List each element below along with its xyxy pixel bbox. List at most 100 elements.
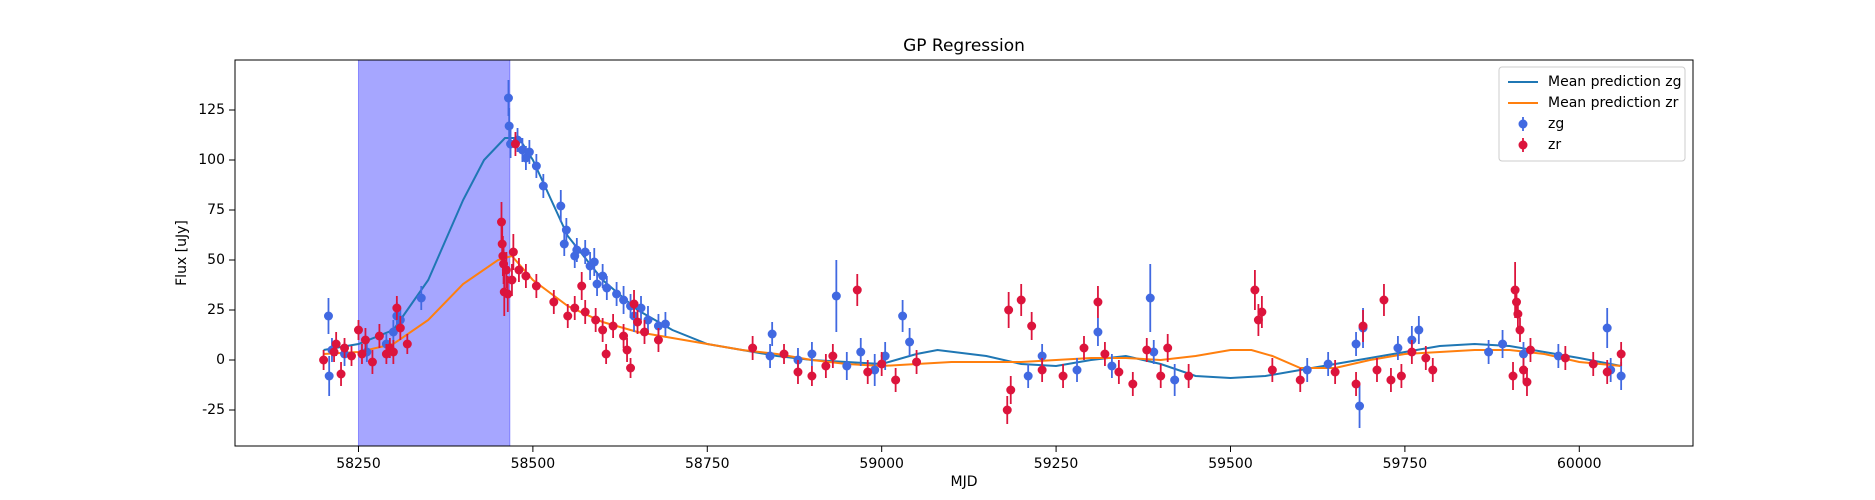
- data-point: [633, 317, 643, 327]
- data-point: [748, 343, 758, 353]
- data-point: [1253, 315, 1263, 325]
- data-point: [870, 365, 880, 375]
- data-point: [1128, 379, 1138, 389]
- y-tick-label: 125: [198, 102, 225, 118]
- data-point: [1257, 307, 1267, 317]
- data-point: [842, 361, 852, 371]
- data-point: [1512, 297, 1522, 307]
- data-point: [1100, 349, 1110, 359]
- data-point: [863, 367, 873, 377]
- y-tick-label: -25: [202, 402, 225, 418]
- legend-marker: [1518, 119, 1528, 129]
- data-point: [828, 351, 838, 361]
- data-point: [1498, 339, 1508, 349]
- data-point: [807, 349, 817, 359]
- data-point: [1156, 371, 1166, 381]
- data-point: [1515, 325, 1525, 335]
- data-point: [1518, 365, 1528, 375]
- data-point: [626, 363, 636, 373]
- data-point: [360, 335, 370, 345]
- data-point: [1302, 365, 1312, 375]
- y-tick-label: 25: [207, 302, 225, 318]
- data-point: [353, 325, 363, 335]
- legend-label: zr: [1548, 137, 1561, 153]
- chart-title: GP Regression: [903, 36, 1025, 56]
- data-point: [1393, 343, 1403, 353]
- data-point: [570, 303, 580, 313]
- data-point: [905, 337, 915, 347]
- data-point: [636, 303, 646, 313]
- data-point: [336, 369, 346, 379]
- data-point: [1588, 359, 1598, 369]
- data-point: [323, 311, 333, 321]
- data-point: [891, 375, 901, 385]
- data-point: [1330, 367, 1340, 377]
- data-point: [1114, 367, 1124, 377]
- data-point: [1421, 353, 1431, 363]
- data-point: [507, 275, 517, 285]
- data-point: [1163, 343, 1173, 353]
- data-point: [580, 247, 590, 257]
- x-tick-label: 59250: [1034, 456, 1079, 472]
- data-point: [1142, 345, 1152, 355]
- data-point: [765, 351, 775, 361]
- data-point: [1355, 401, 1365, 411]
- legend-box: [1498, 66, 1686, 162]
- data-point: [563, 311, 573, 321]
- data-point: [608, 321, 618, 331]
- data-point: [592, 279, 602, 289]
- data-point: [392, 303, 402, 313]
- data-point: [504, 121, 514, 131]
- data-point: [591, 315, 601, 325]
- data-point: [653, 335, 663, 345]
- data-point: [1513, 309, 1523, 319]
- data-point: [598, 325, 608, 335]
- data-point: [524, 147, 534, 157]
- legend-label: Mean prediction zg: [1548, 74, 1682, 90]
- data-point: [367, 357, 377, 367]
- data-point: [1016, 295, 1026, 305]
- data-point: [388, 347, 398, 357]
- data-point: [589, 257, 599, 267]
- data-point: [521, 271, 531, 281]
- data-point: [1170, 375, 1180, 385]
- data-point: [1002, 405, 1012, 415]
- data-point: [880, 351, 890, 361]
- y-tick-label: 75: [207, 202, 225, 218]
- legend-marker: [1518, 140, 1528, 150]
- data-point: [1518, 349, 1528, 359]
- data-point: [531, 161, 541, 171]
- data-point: [517, 145, 527, 155]
- data-point: [580, 307, 590, 317]
- data-point: [1602, 323, 1612, 333]
- data-point: [831, 291, 841, 301]
- data-point: [1072, 365, 1082, 375]
- axes-frame: [234, 59, 1694, 447]
- data-point: [793, 367, 803, 377]
- data-point: [508, 247, 518, 257]
- x-tick-label: 60000: [1557, 456, 1602, 472]
- x-tick-label: 58250: [336, 456, 381, 472]
- data-point: [1037, 351, 1047, 361]
- data-point: [1267, 365, 1277, 375]
- data-point: [1508, 371, 1518, 381]
- data-point: [1525, 345, 1535, 355]
- data-point: [601, 349, 611, 359]
- x-tick-label: 59750: [1383, 456, 1428, 472]
- data-point: [1386, 375, 1396, 385]
- data-point: [767, 329, 777, 339]
- data-point: [374, 331, 384, 341]
- data-point: [1396, 371, 1406, 381]
- y-tick-label: 50: [207, 252, 225, 268]
- data-point: [856, 347, 866, 357]
- data-point: [1107, 361, 1117, 371]
- data-point: [639, 327, 649, 337]
- data-point: [912, 357, 922, 367]
- x-tick-label: 59000: [859, 456, 904, 472]
- data-point: [388, 327, 398, 337]
- data-point: [1145, 293, 1155, 303]
- x-tick-label: 58500: [511, 456, 556, 472]
- data-point: [559, 239, 569, 249]
- data-point: [531, 281, 541, 291]
- data-point: [898, 311, 908, 321]
